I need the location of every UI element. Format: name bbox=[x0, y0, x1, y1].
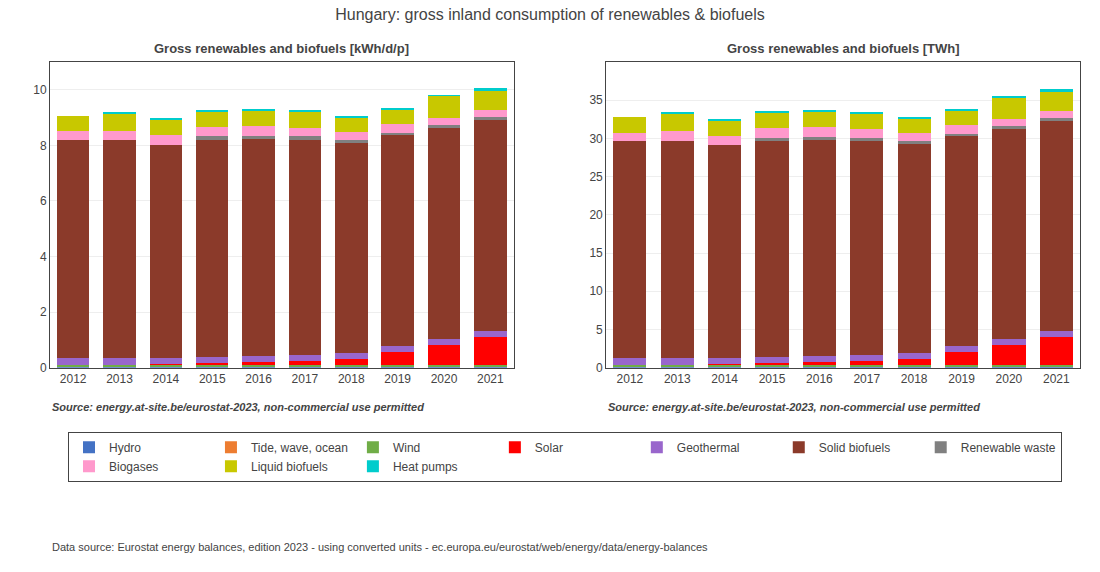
svg-text:Tide, wave, ocean: Tide, wave, ocean bbox=[251, 441, 348, 455]
svg-text:15: 15 bbox=[589, 246, 603, 260]
svg-text:10: 10 bbox=[589, 284, 603, 298]
svg-text:Hydro: Hydro bbox=[109, 441, 141, 455]
svg-text:2020: 2020 bbox=[996, 372, 1023, 386]
svg-text:2018: 2018 bbox=[901, 372, 928, 386]
svg-text:2012: 2012 bbox=[60, 372, 87, 386]
svg-text:6: 6 bbox=[40, 194, 47, 208]
svg-text:Biogases: Biogases bbox=[109, 460, 158, 474]
svg-text:2015: 2015 bbox=[759, 372, 786, 386]
svg-text:Gross renewables and biofuels: Gross renewables and biofuels [TWh] bbox=[727, 41, 960, 56]
svg-text:2018: 2018 bbox=[338, 372, 365, 386]
svg-text:4: 4 bbox=[40, 250, 47, 264]
svg-text:Data source: Eurostat energy b: Data source: Eurostat energy balances, e… bbox=[52, 541, 708, 553]
svg-text:2020: 2020 bbox=[431, 372, 458, 386]
svg-text:2: 2 bbox=[40, 305, 47, 319]
svg-text:Wind: Wind bbox=[393, 441, 420, 455]
svg-text:2021: 2021 bbox=[1043, 372, 1070, 386]
svg-text:Liquid biofuels: Liquid biofuels bbox=[251, 460, 328, 474]
svg-text:25: 25 bbox=[589, 170, 603, 184]
svg-text:2016: 2016 bbox=[806, 372, 833, 386]
svg-text:2014: 2014 bbox=[711, 372, 738, 386]
svg-text:Heat pumps: Heat pumps bbox=[393, 460, 458, 474]
svg-text:Renewable waste: Renewable waste bbox=[961, 441, 1056, 455]
svg-text:Solid biofuels: Solid biofuels bbox=[819, 441, 890, 455]
svg-text:Hungary: gross inland consumpt: Hungary: gross inland consumption of ren… bbox=[335, 6, 765, 23]
svg-text:2017: 2017 bbox=[292, 372, 319, 386]
svg-text:20: 20 bbox=[589, 208, 603, 222]
svg-text:5: 5 bbox=[596, 323, 603, 337]
svg-text:2012: 2012 bbox=[617, 372, 644, 386]
svg-text:2019: 2019 bbox=[384, 372, 411, 386]
svg-text:Gross renewables and biofuels: Gross renewables and biofuels [kWh/d/p] bbox=[154, 41, 409, 56]
svg-text:30: 30 bbox=[589, 132, 603, 146]
svg-text:2019: 2019 bbox=[948, 372, 975, 386]
svg-text:2017: 2017 bbox=[853, 372, 880, 386]
svg-text:Solar: Solar bbox=[535, 441, 563, 455]
svg-text:35: 35 bbox=[589, 93, 603, 107]
svg-text:Source: energy.at-site.be/euro: Source: energy.at-site.be/eurostat-2023,… bbox=[608, 401, 980, 413]
svg-text:8: 8 bbox=[40, 139, 47, 153]
svg-text:0: 0 bbox=[40, 361, 47, 375]
svg-text:2016: 2016 bbox=[245, 372, 272, 386]
svg-text:10: 10 bbox=[33, 83, 47, 97]
svg-text:2013: 2013 bbox=[106, 372, 133, 386]
svg-text:0: 0 bbox=[596, 361, 603, 375]
svg-text:2013: 2013 bbox=[664, 372, 691, 386]
svg-text:Source: energy.at-site.be/euro: Source: energy.at-site.be/eurostat-2023,… bbox=[52, 401, 424, 413]
svg-text:2015: 2015 bbox=[199, 372, 226, 386]
svg-text:2021: 2021 bbox=[477, 372, 504, 386]
svg-text:2014: 2014 bbox=[153, 372, 180, 386]
svg-text:Geothermal: Geothermal bbox=[677, 441, 740, 455]
